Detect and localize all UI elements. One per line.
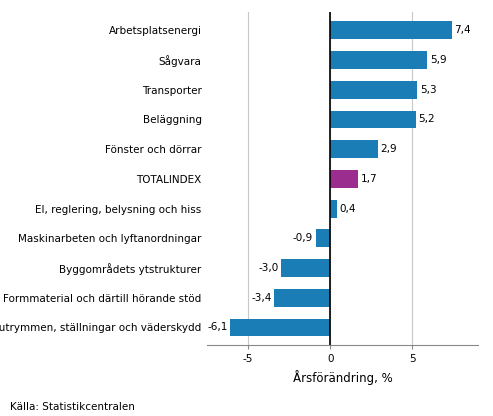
Bar: [330, 140, 378, 158]
Bar: [275, 289, 330, 307]
Text: -0,9: -0,9: [293, 233, 313, 243]
Bar: [281, 259, 330, 277]
Text: 1,7: 1,7: [361, 174, 377, 184]
Text: 5,3: 5,3: [420, 85, 436, 95]
X-axis label: Årsförändring, %: Årsförändring, %: [293, 370, 392, 385]
Bar: [330, 170, 358, 188]
Text: Källa: Statistikcentralen: Källa: Statistikcentralen: [10, 402, 135, 412]
Text: 5,9: 5,9: [430, 55, 446, 65]
Text: 2,9: 2,9: [381, 144, 397, 154]
Bar: [330, 81, 418, 99]
Text: -6,1: -6,1: [207, 322, 228, 332]
Bar: [230, 319, 330, 337]
Text: 0,4: 0,4: [339, 203, 356, 213]
Text: -3,0: -3,0: [258, 263, 279, 273]
Bar: [316, 229, 330, 247]
Bar: [330, 21, 452, 39]
Bar: [330, 200, 337, 218]
Text: 5,2: 5,2: [418, 114, 435, 124]
Text: -3,4: -3,4: [251, 293, 272, 303]
Text: 7,4: 7,4: [455, 25, 471, 35]
Bar: [330, 111, 416, 129]
Bar: [330, 51, 427, 69]
